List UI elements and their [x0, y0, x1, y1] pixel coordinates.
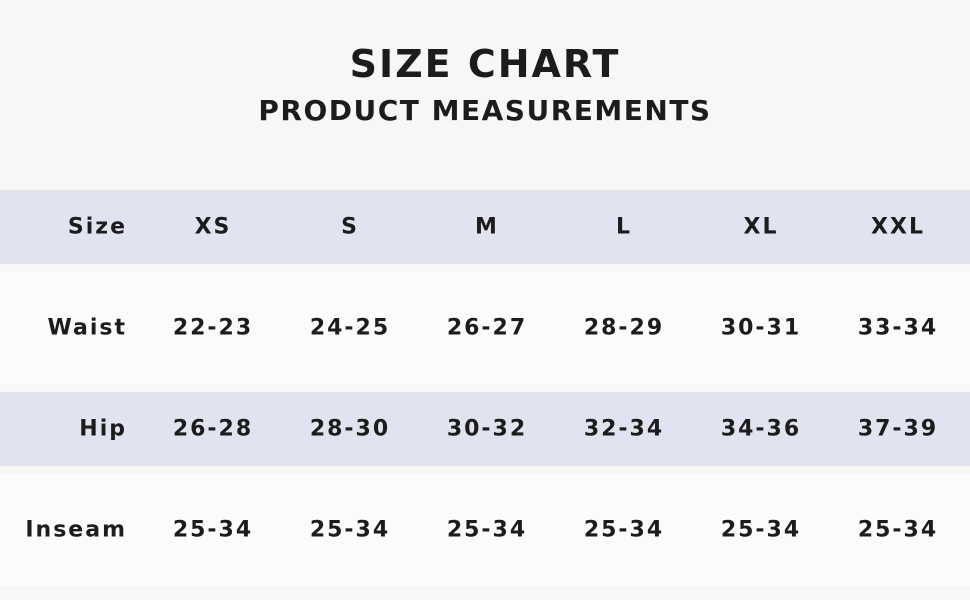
cell-value: 25-34 — [172, 517, 254, 543]
cell-value: XS — [194, 214, 232, 240]
row-band — [0, 190, 970, 264]
cell-value: 25-34 — [309, 517, 391, 543]
cell-value: L — [615, 214, 633, 240]
subtitle: PRODUCT MEASUREMENTS — [258, 94, 712, 127]
cell-value: 26-27 — [446, 315, 528, 341]
row-label: Waist — [47, 315, 127, 341]
cell-value: 25-34 — [583, 517, 665, 543]
cell-value: 26-28 — [172, 416, 254, 442]
cell-value: 25-34 — [446, 517, 528, 543]
cell-value: 25-34 — [857, 517, 939, 543]
cell-value: 24-25 — [309, 315, 391, 341]
cell-value: 30-32 — [446, 416, 528, 442]
cell-value: 28-29 — [583, 315, 665, 341]
cell-value: 25-34 — [720, 517, 802, 543]
cell-value: 34-36 — [720, 416, 802, 442]
row-band — [0, 474, 970, 586]
row-label: Inseam — [25, 517, 127, 543]
cell-value: 33-34 — [857, 315, 939, 341]
cell-value: 32-34 — [583, 416, 665, 442]
row-band — [0, 392, 970, 466]
cell-value: 30-31 — [720, 315, 802, 341]
cell-value: 37-39 — [857, 416, 939, 442]
row-band — [0, 272, 970, 384]
cell-value: XL — [743, 214, 779, 240]
row-label: Size — [67, 214, 127, 240]
cell-value: 22-23 — [172, 315, 254, 341]
title: SIZE CHART — [349, 42, 621, 86]
cell-value: M — [475, 214, 499, 240]
cell-value: XXL — [871, 214, 925, 240]
cell-value: 28-30 — [309, 416, 391, 442]
cell-value: S — [341, 214, 359, 240]
row-label: Hip — [79, 416, 127, 442]
